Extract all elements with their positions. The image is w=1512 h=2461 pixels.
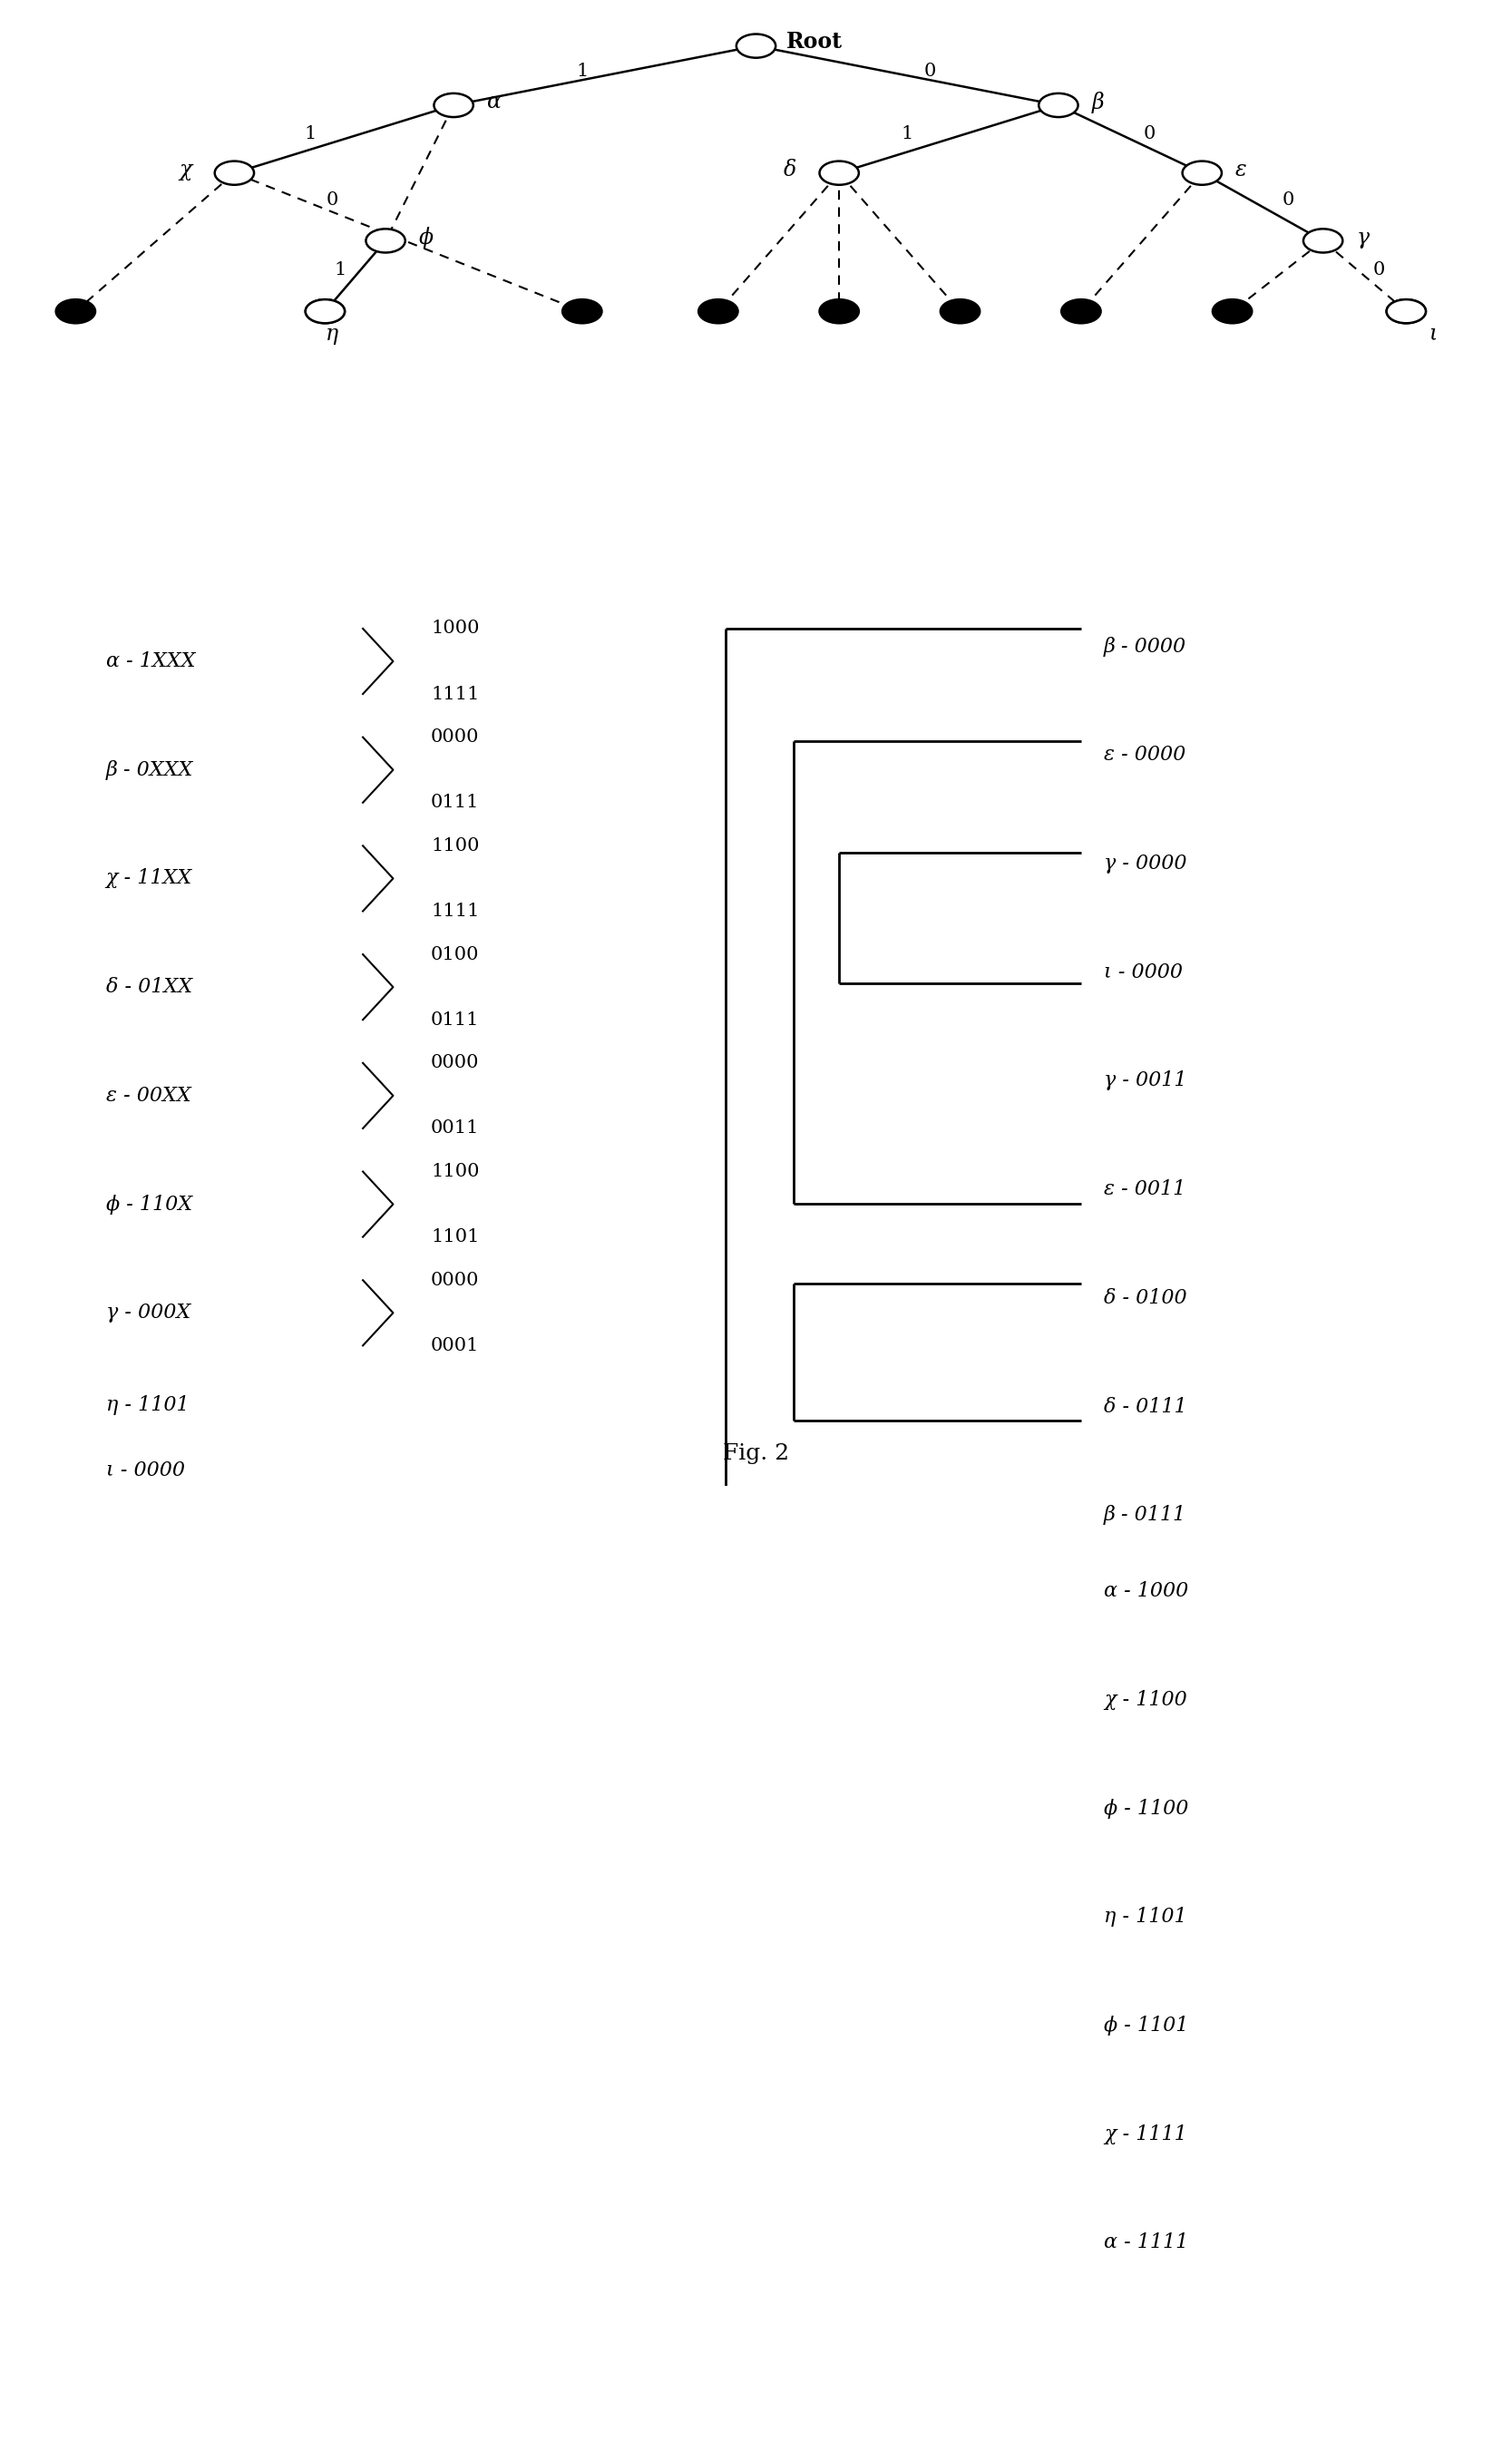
Text: χ - 1100: χ - 1100 <box>1104 1691 1187 1710</box>
Text: β - 0000: β - 0000 <box>1104 637 1187 657</box>
Text: β: β <box>1092 91 1104 113</box>
Text: α - 1111: α - 1111 <box>1104 2232 1188 2252</box>
Text: 1000: 1000 <box>431 620 479 637</box>
Text: χ - 1111: χ - 1111 <box>1104 2124 1187 2144</box>
Text: Fig. 2: Fig. 2 <box>723 1442 789 1464</box>
Text: η - 1101: η - 1101 <box>106 1395 189 1415</box>
Text: χ - 11XX: χ - 11XX <box>106 869 192 888</box>
Text: 1111: 1111 <box>431 903 479 920</box>
Text: 0011: 0011 <box>431 1120 479 1137</box>
Text: 1: 1 <box>334 261 346 278</box>
Text: 1101: 1101 <box>431 1228 479 1245</box>
Text: ι - 0000: ι - 0000 <box>106 1459 184 1482</box>
Text: β - 0XXX: β - 0XXX <box>106 760 194 780</box>
Text: 0111: 0111 <box>431 795 479 812</box>
Text: 0000: 0000 <box>431 1053 479 1071</box>
Text: 1100: 1100 <box>431 1164 479 1181</box>
Text: ι - 0000: ι - 0000 <box>1104 962 1182 982</box>
Ellipse shape <box>1182 160 1222 185</box>
Text: α - 1000: α - 1000 <box>1104 1582 1188 1602</box>
Text: α: α <box>487 91 502 113</box>
Text: γ - 0000: γ - 0000 <box>1104 854 1187 874</box>
Ellipse shape <box>562 300 602 322</box>
Text: α - 1XXX: α - 1XXX <box>106 652 195 672</box>
Ellipse shape <box>1387 300 1426 322</box>
Text: 1: 1 <box>576 62 588 79</box>
Text: 0: 0 <box>327 192 339 209</box>
Ellipse shape <box>56 300 95 322</box>
Ellipse shape <box>434 94 473 118</box>
Text: 0001: 0001 <box>431 1336 479 1354</box>
Ellipse shape <box>366 229 405 253</box>
Text: ε: ε <box>1235 160 1247 180</box>
Text: ϕ - 1100: ϕ - 1100 <box>1104 1799 1188 1819</box>
Text: 0: 0 <box>1373 261 1385 278</box>
Ellipse shape <box>1061 300 1101 322</box>
Text: 1100: 1100 <box>431 837 479 854</box>
Ellipse shape <box>820 160 859 185</box>
Text: δ - 0111: δ - 0111 <box>1104 1398 1187 1418</box>
Ellipse shape <box>1213 300 1252 322</box>
Text: 1111: 1111 <box>431 684 479 701</box>
Text: δ - 0100: δ - 0100 <box>1104 1287 1187 1307</box>
Text: ε - 00XX: ε - 00XX <box>106 1085 191 1105</box>
Text: γ - 0011: γ - 0011 <box>1104 1071 1187 1090</box>
Text: η - 1101: η - 1101 <box>1104 1907 1187 1927</box>
Text: γ - 000X: γ - 000X <box>106 1302 191 1324</box>
Text: ι: ι <box>1429 322 1438 345</box>
Ellipse shape <box>215 160 254 185</box>
Ellipse shape <box>1387 300 1426 322</box>
Ellipse shape <box>1039 94 1078 118</box>
Text: ϕ - 110X: ϕ - 110X <box>106 1194 192 1213</box>
Text: ϕ - 1101: ϕ - 1101 <box>1104 2016 1188 2035</box>
Text: 1: 1 <box>901 126 913 143</box>
Text: 0100: 0100 <box>431 945 479 962</box>
Text: ϕ: ϕ <box>419 226 434 249</box>
Text: 0000: 0000 <box>431 728 479 746</box>
Ellipse shape <box>305 300 345 322</box>
Text: δ: δ <box>783 160 797 180</box>
Text: Root: Root <box>786 30 842 52</box>
Text: 0: 0 <box>924 62 936 79</box>
Text: δ - 01XX: δ - 01XX <box>106 977 192 997</box>
Text: 0111: 0111 <box>431 1011 479 1029</box>
Text: η: η <box>325 322 337 345</box>
Text: γ: γ <box>1356 226 1368 249</box>
Text: β - 0111: β - 0111 <box>1104 1506 1187 1526</box>
Ellipse shape <box>1303 229 1343 253</box>
Text: χ: χ <box>178 160 192 180</box>
Text: 0: 0 <box>1143 126 1155 143</box>
Ellipse shape <box>699 300 738 322</box>
Text: 0000: 0000 <box>431 1272 479 1290</box>
Ellipse shape <box>820 300 859 322</box>
Text: 0: 0 <box>1282 192 1294 209</box>
Ellipse shape <box>305 300 345 322</box>
Text: ε - 0011: ε - 0011 <box>1104 1179 1185 1199</box>
Text: 1: 1 <box>304 126 316 143</box>
Ellipse shape <box>736 34 776 57</box>
Text: ε - 0000: ε - 0000 <box>1104 746 1185 765</box>
Ellipse shape <box>940 300 980 322</box>
